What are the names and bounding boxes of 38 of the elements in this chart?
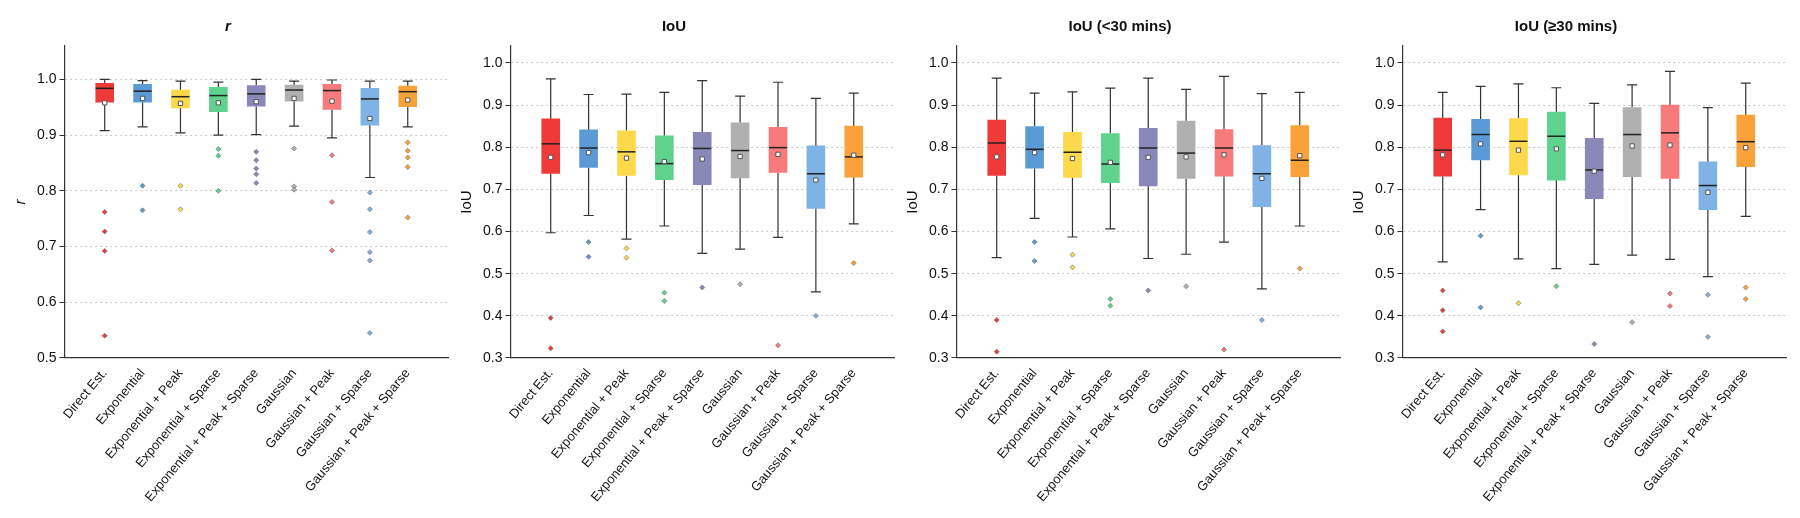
y-tick-label: 0.7	[1374, 180, 1395, 197]
y-tick-label: 0.6	[1374, 222, 1395, 239]
y-tick-label: 1.0	[36, 70, 57, 87]
y-tick-label: 0.5	[928, 264, 949, 281]
y-tick-label: 0.3	[928, 348, 949, 365]
y-axis-title: IoU	[1349, 190, 1367, 214]
y-tick-label: 0.3	[482, 348, 503, 365]
y-axis-title: r	[11, 198, 29, 205]
y-tick-label: 0.8	[36, 181, 57, 198]
y-tick-label: 0.5	[1374, 264, 1395, 281]
y-tick-label: 0.4	[928, 306, 949, 323]
chart-title: IoU	[661, 17, 687, 35]
y-tick-label: 1.0	[1374, 53, 1395, 70]
y-axis-title: IoU	[903, 190, 921, 214]
y-tick-label: 0.8	[1374, 138, 1395, 155]
chart-title: IoU (≥30 mins)	[1514, 17, 1618, 35]
y-tick-label: 1.0	[482, 53, 503, 70]
y-tick-label: 0.3	[1374, 348, 1395, 365]
y-tick-label: 0.8	[482, 138, 503, 155]
y-tick-label: 0.6	[36, 293, 57, 310]
y-tick-label: 0.4	[482, 306, 503, 323]
y-tick-label: 0.7	[36, 237, 57, 254]
y-tick-label: 0.7	[482, 180, 503, 197]
y-tick-label: 0.7	[928, 180, 949, 197]
y-tick-label: 0.4	[1374, 306, 1395, 323]
y-tick-label: 0.9	[1374, 95, 1395, 112]
y-tick-label: 0.9	[928, 95, 949, 112]
y-tick-label: 0.5	[482, 264, 503, 281]
chart-title: IoU (<30 mins)	[1068, 17, 1172, 35]
y-tick-label: 0.6	[482, 222, 503, 239]
y-tick-label: 0.9	[36, 126, 57, 142]
y-tick-label: 0.5	[36, 348, 57, 365]
y-tick-label: 1.0	[928, 53, 949, 70]
chart-title: r	[225, 17, 233, 35]
y-tick-label: 0.9	[482, 95, 503, 112]
y-tick-label: 0.6	[928, 222, 949, 239]
y-tick-label: 0.8	[928, 138, 949, 155]
y-axis-title: IoU	[457, 190, 475, 214]
